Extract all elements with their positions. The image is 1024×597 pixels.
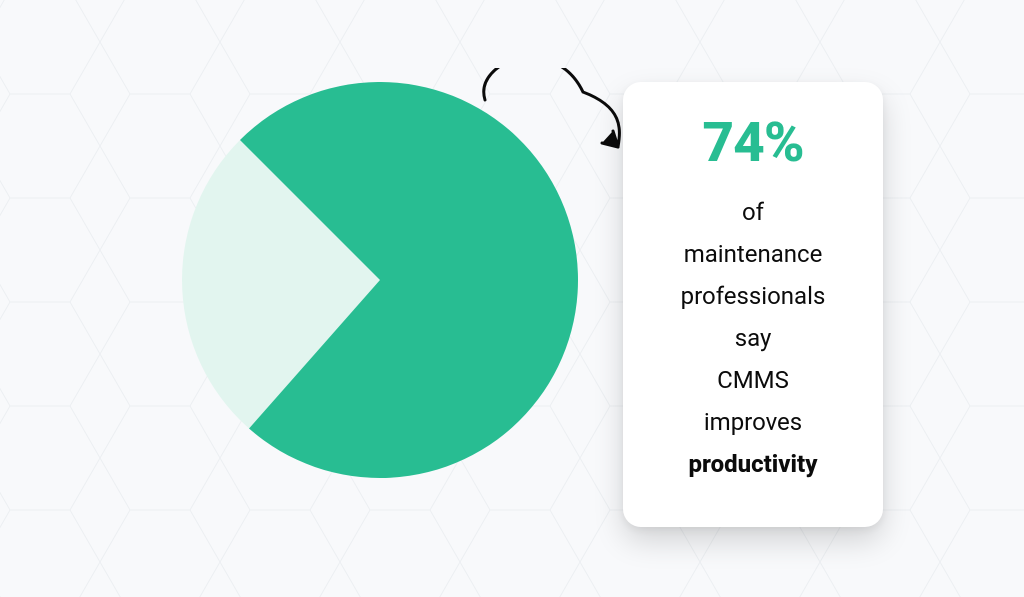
infographic-canvas: 74% ofmaintenanceprofessionalssayCMMSimp…: [0, 0, 1024, 597]
stat-body-line: professionals: [681, 275, 826, 317]
stat-body-line: maintenance: [684, 233, 823, 275]
stat-body-line: improves: [704, 401, 802, 443]
stat-body-line: say: [735, 317, 772, 359]
stat-body: ofmaintenanceprofessionalssayCMMSimprove…: [681, 191, 826, 485]
stat-body-line: productivity: [689, 443, 818, 485]
stat-headline: 74%: [702, 116, 803, 171]
stat-body-line: of: [742, 191, 764, 233]
stat-body-line: CMMS: [717, 359, 789, 401]
stat-callout-card: 74% ofmaintenanceprofessionalssayCMMSimp…: [623, 82, 883, 527]
callout-arrow-icon: [465, 68, 638, 167]
